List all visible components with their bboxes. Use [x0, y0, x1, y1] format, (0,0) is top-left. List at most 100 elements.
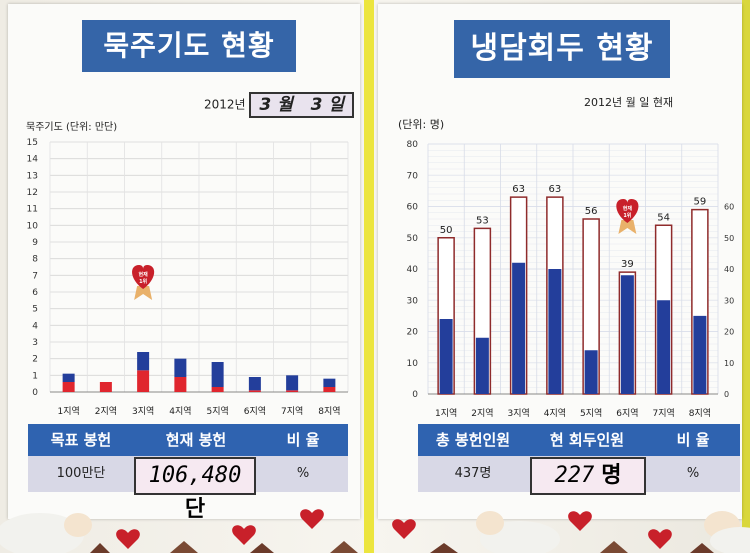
badge-label: 현재 — [139, 271, 149, 278]
bar-red — [137, 370, 150, 392]
rosary-date: 2012년 3 월 3 일 — [204, 92, 354, 118]
right-tick-label: 20 — [724, 328, 734, 337]
y-tick-label: 4 — [32, 321, 38, 331]
return-current-box: 227 명 — [530, 457, 646, 495]
y-tick-label: 15 — [27, 138, 38, 148]
y-tick-label: 70 — [407, 171, 419, 181]
bar-blue — [62, 373, 75, 382]
bar-blue — [174, 358, 187, 377]
y-tick-label: 11 — [27, 205, 38, 215]
x-tick-label: 4지역 — [544, 408, 566, 419]
return-total-value: 437명 — [454, 466, 492, 481]
right-tick-label: 0 — [724, 390, 729, 399]
y-tick-label: 14 — [27, 155, 39, 165]
total-data-label: 59 — [694, 197, 707, 208]
y-tick-label: 6 — [32, 288, 38, 298]
rosary-ratio-value: % — [296, 466, 310, 481]
bar-current — [475, 337, 489, 394]
bar-red — [62, 382, 75, 392]
return-date: 2012년 월 일 현재 — [584, 96, 674, 109]
y-tick-label: 12 — [27, 188, 38, 198]
bar-red — [323, 387, 336, 392]
rosary-current-box: 106,480 단 — [134, 457, 256, 522]
return-table-header: 총 봉헌인원 현 회두인원 비 율 — [418, 424, 740, 456]
total-data-label: 63 — [512, 184, 525, 195]
rosary-date-month-unit: 월 — [277, 95, 293, 115]
rosary-header-ratio: 비 율 — [286, 431, 320, 449]
x-tick-label: 6지역 — [244, 406, 266, 417]
rosary-date-year: 2012년 — [204, 97, 246, 112]
y-tick-label: 9 — [32, 238, 38, 248]
x-tick-label: 2지역 — [95, 406, 117, 417]
rosary-date-box: 3 월 3 일 — [249, 92, 354, 118]
total-data-label: 50 — [440, 225, 453, 236]
bar-current — [548, 269, 562, 394]
yellow-divider — [364, 0, 374, 553]
bar-red — [174, 377, 187, 392]
right-tick-label: 30 — [724, 296, 734, 305]
rosary-current-unit: 단 — [184, 497, 206, 522]
rosary-date-day-unit: 일 — [328, 95, 344, 115]
rosary-date-day: 3 — [310, 95, 323, 115]
y-tick-label: 10 — [27, 221, 39, 231]
total-data-label: 53 — [476, 215, 489, 226]
bar-blue — [248, 377, 261, 391]
return-header-total: 총 봉헌인원 — [435, 431, 511, 449]
return-poster: 냉담회두 현황 2012년 월 일 현재 (단위: 명) 0 10 20 30 40 50… — [378, 4, 742, 519]
x-tick-label: 7지역 — [281, 406, 303, 417]
bar-red — [248, 390, 261, 392]
bar-current — [512, 262, 526, 394]
y-tick-label: 50 — [407, 234, 419, 244]
return-current-unit: 명 — [601, 463, 622, 488]
bar-red — [99, 382, 112, 392]
rosary-header-goal: 목표 봉헌 — [50, 431, 112, 449]
y-tick-label: 20 — [407, 328, 419, 338]
x-tick-label: 1지역 — [57, 406, 79, 417]
heart-icons — [116, 509, 672, 549]
rosary-date-month: 3 — [259, 95, 272, 115]
y-tick-label: 0 — [32, 388, 38, 398]
badge-label: 1위 — [623, 212, 631, 219]
bar-current — [657, 300, 671, 394]
bar-red — [286, 390, 299, 392]
sheep-icons — [0, 511, 750, 553]
x-tick-label: 5지역 — [580, 408, 602, 419]
return-ratio-value: % — [686, 466, 700, 481]
bar-blue — [286, 375, 299, 391]
rosary-goal-value: 100만단 — [56, 466, 106, 481]
y-tick-label: 30 — [407, 296, 419, 306]
bar-red — [211, 387, 224, 392]
total-data-label: 63 — [549, 184, 562, 195]
bar-blue — [137, 352, 150, 371]
bar-blue — [323, 378, 336, 387]
x-tick-label: 3지역 — [132, 406, 154, 417]
x-tick-label: 8지역 — [689, 408, 711, 419]
bar-current — [584, 350, 598, 394]
y-tick-label: 2 — [32, 355, 38, 365]
bar-current — [693, 315, 707, 394]
x-tick-label: 2지역 — [471, 408, 493, 419]
y-tick-label: 8 — [32, 255, 38, 265]
bar-current — [620, 275, 634, 394]
rosary-unit-label: 묵주기도 (단위: 만단) — [26, 122, 118, 133]
y-tick-label: 5 — [32, 305, 38, 315]
rosary-header-current: 현재 봉헌 — [165, 431, 227, 449]
right-tick-label: 50 — [724, 234, 734, 243]
return-unit-label: (단위: 명) — [398, 118, 445, 131]
x-tick-label: 6지역 — [616, 408, 638, 419]
x-tick-label: 5지역 — [206, 406, 228, 417]
x-tick-label: 8지역 — [318, 406, 340, 417]
return-title: 냉담회두 현황 — [454, 20, 670, 78]
right-tick-label: 10 — [724, 359, 734, 368]
rosary-table-header: 목표 봉헌 현재 봉헌 비 율 — [28, 424, 348, 456]
bar-current — [439, 319, 453, 394]
rosary-current-value: 106,480 — [148, 463, 242, 488]
x-tick-label: 1지역 — [435, 408, 457, 419]
y-tick-label: 0 — [412, 390, 418, 400]
y-tick-label: 3 — [32, 338, 38, 348]
y-tick-label: 40 — [407, 265, 419, 275]
